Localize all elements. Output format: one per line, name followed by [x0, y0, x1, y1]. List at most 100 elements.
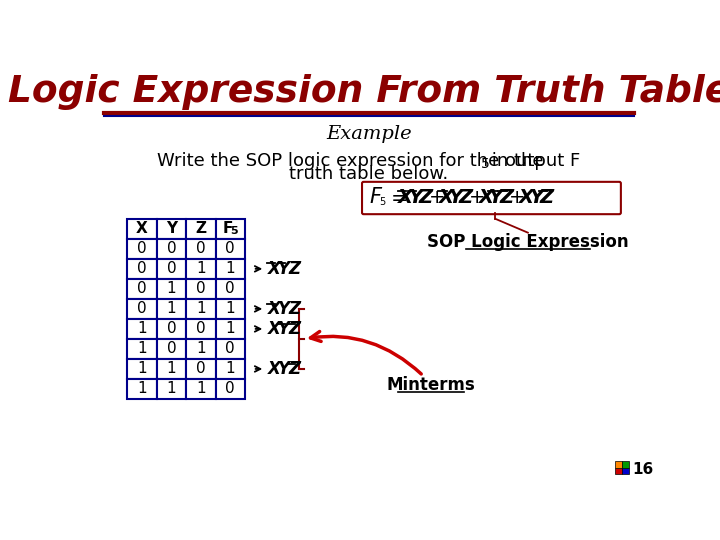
Bar	[215, 239, 245, 259]
Text: X: X	[519, 188, 534, 207]
Text: +: +	[509, 188, 526, 207]
Text: 1: 1	[225, 321, 235, 336]
Text: 0: 0	[166, 321, 176, 336]
Text: 16: 16	[632, 462, 654, 477]
Text: 0: 0	[137, 281, 147, 296]
Text: in the: in the	[486, 152, 544, 170]
Text: $_5$: $_5$	[379, 194, 387, 208]
Text: Y: Y	[489, 188, 503, 207]
Text: +: +	[469, 188, 485, 207]
Text: 0: 0	[166, 241, 176, 256]
Bar	[127, 319, 157, 339]
Text: Z: Z	[289, 320, 300, 338]
Bar	[186, 379, 215, 399]
Bar	[215, 339, 245, 359]
Bar	[127, 279, 157, 299]
Text: Y: Y	[166, 221, 177, 237]
Text: 1: 1	[137, 361, 147, 376]
Text: 0: 0	[225, 281, 235, 296]
Text: 0: 0	[196, 321, 206, 336]
Text: 1: 1	[166, 361, 176, 376]
Text: 1: 1	[137, 341, 147, 356]
Text: 0: 0	[196, 241, 206, 256]
Bar	[215, 279, 245, 299]
Text: Z: Z	[499, 188, 513, 207]
Bar	[157, 319, 186, 339]
Bar	[157, 219, 186, 239]
Bar	[157, 379, 186, 399]
Text: X: X	[269, 320, 281, 338]
Bar	[157, 279, 186, 299]
Text: 1: 1	[225, 301, 235, 316]
Text: 1: 1	[196, 261, 206, 276]
Text: Y: Y	[449, 188, 463, 207]
Text: 1: 1	[225, 361, 235, 376]
Bar	[157, 359, 186, 379]
Text: Y: Y	[279, 300, 290, 318]
Text: 1: 1	[137, 381, 147, 396]
Bar	[215, 219, 245, 239]
Text: X: X	[438, 188, 454, 207]
Text: Logic Expression From Truth Table: Logic Expression From Truth Table	[8, 74, 720, 110]
Bar	[186, 359, 215, 379]
Text: X: X	[269, 260, 281, 278]
Text: 0: 0	[225, 381, 235, 396]
Text: 0: 0	[137, 301, 147, 316]
Bar	[186, 279, 215, 299]
Text: $F$: $F$	[369, 187, 383, 207]
Text: X: X	[398, 188, 413, 207]
Text: Minterms: Minterms	[387, 376, 475, 394]
Bar	[215, 299, 245, 319]
Text: 0: 0	[225, 241, 235, 256]
Text: F: F	[222, 221, 233, 237]
Text: Z: Z	[289, 260, 300, 278]
Text: Z: Z	[418, 188, 433, 207]
Text: 0: 0	[196, 281, 206, 296]
Text: 1: 1	[196, 381, 206, 396]
Text: 0: 0	[225, 341, 235, 356]
Bar	[157, 299, 186, 319]
FancyBboxPatch shape	[362, 182, 621, 214]
Text: Y: Y	[408, 188, 423, 207]
Text: 1: 1	[166, 281, 176, 296]
Text: Z: Z	[539, 188, 554, 207]
Text: X: X	[479, 188, 494, 207]
Bar	[215, 379, 245, 399]
Text: Z: Z	[289, 360, 300, 378]
Text: Example: Example	[326, 125, 412, 143]
Text: +: +	[428, 188, 445, 207]
Text: 0: 0	[137, 241, 147, 256]
Text: Y: Y	[279, 360, 290, 378]
Text: 5: 5	[230, 226, 238, 236]
Bar	[186, 239, 215, 259]
Text: 0: 0	[166, 261, 176, 276]
Bar	[186, 219, 215, 239]
Text: 0: 0	[196, 361, 206, 376]
Bar	[215, 359, 245, 379]
Bar	[127, 299, 157, 319]
Bar	[186, 259, 215, 279]
Text: X: X	[269, 300, 281, 318]
Bar	[157, 239, 186, 259]
Bar	[127, 339, 157, 359]
Bar	[157, 259, 186, 279]
Bar	[186, 299, 215, 319]
Bar	[215, 259, 245, 279]
Bar	[622, 468, 629, 475]
Text: SOP Logic Expression: SOP Logic Expression	[427, 233, 629, 251]
Text: 1: 1	[137, 321, 147, 336]
Text: 1: 1	[196, 301, 206, 316]
Text: 5: 5	[481, 157, 490, 171]
Bar	[127, 379, 157, 399]
Bar	[186, 319, 215, 339]
Text: Z: Z	[289, 300, 300, 318]
Bar	[127, 219, 157, 239]
Text: Write the SOP logic expression for the output F: Write the SOP logic expression for the o…	[158, 152, 580, 170]
Text: X: X	[136, 221, 148, 237]
Text: 1: 1	[166, 381, 176, 396]
Text: truth table below.: truth table below.	[289, 165, 449, 183]
Text: Y: Y	[529, 188, 544, 207]
Bar	[127, 359, 157, 379]
Text: Y: Y	[279, 320, 290, 338]
Bar	[157, 339, 186, 359]
